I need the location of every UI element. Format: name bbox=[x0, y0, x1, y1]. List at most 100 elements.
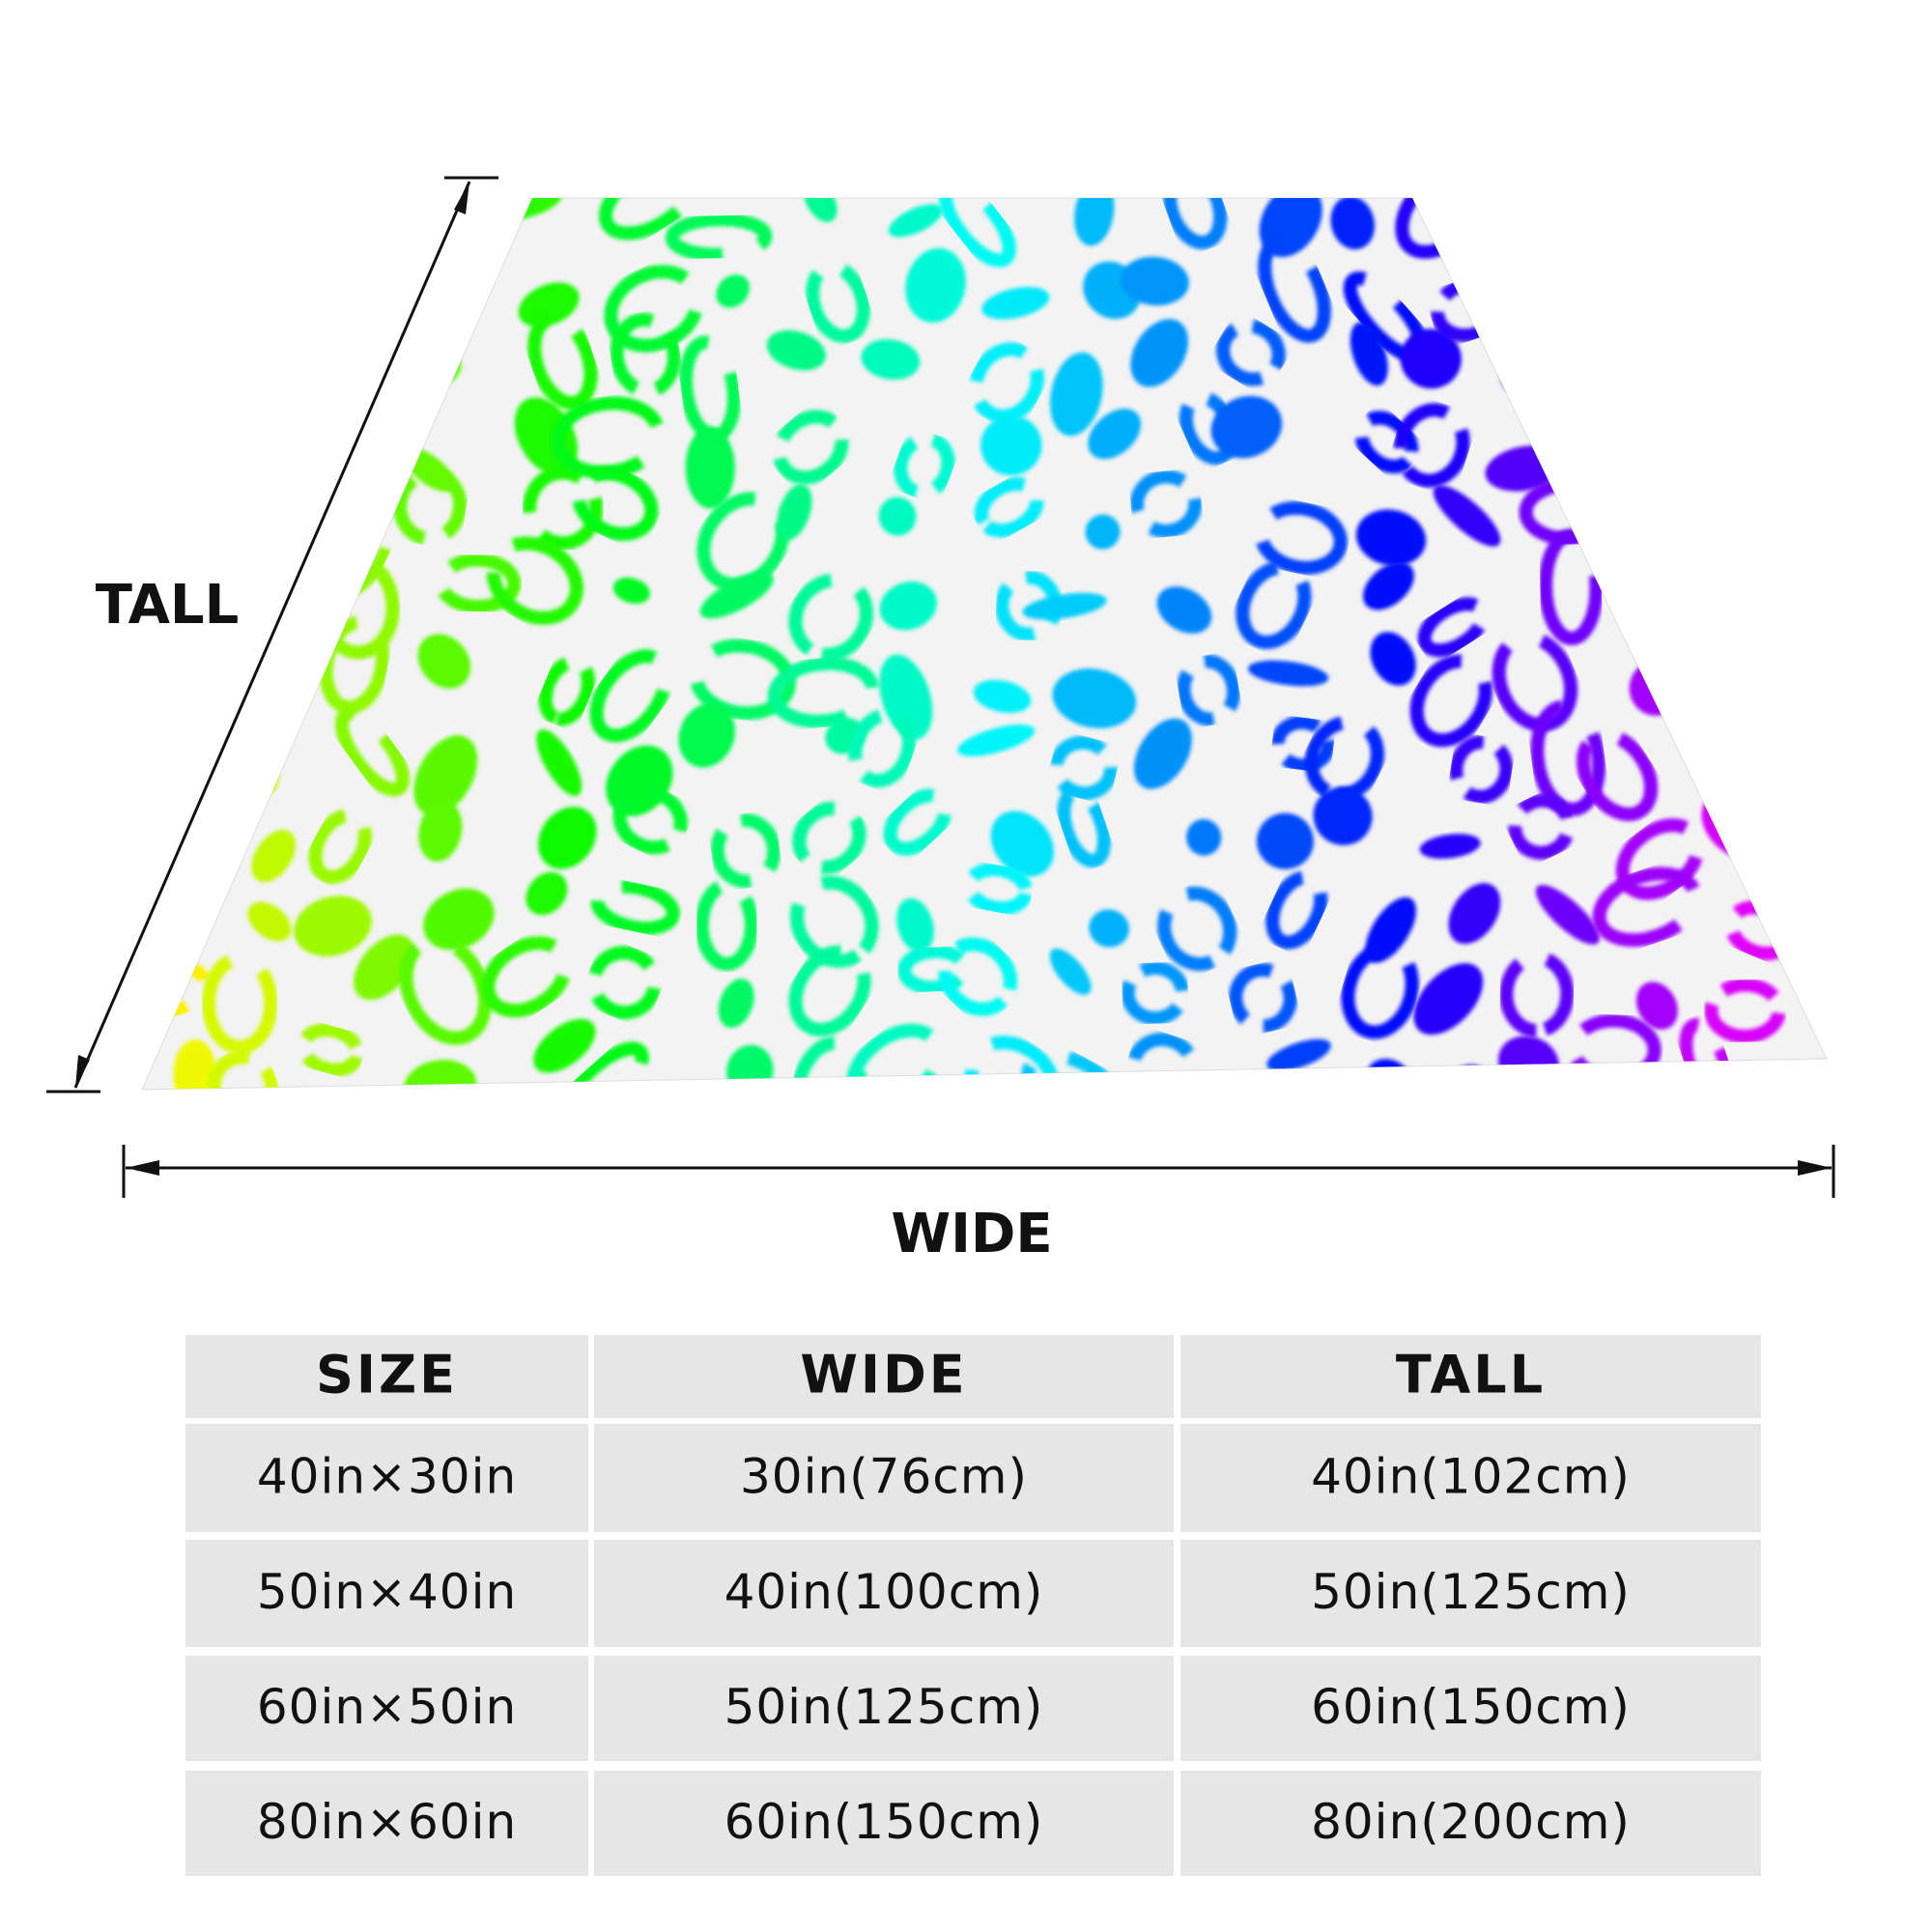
spot bbox=[1121, 256, 1189, 306]
spot bbox=[142, 202, 180, 273]
spot bbox=[938, 937, 1017, 1016]
spot bbox=[173, 1038, 217, 1090]
spot bbox=[1508, 793, 1576, 860]
spot bbox=[1745, 333, 1827, 433]
table-cell bbox=[1180, 1424, 1761, 1532]
table-cell bbox=[594, 1771, 1174, 1876]
cell-text: 40in×30in bbox=[257, 1449, 517, 1505]
spot bbox=[777, 484, 812, 541]
header-text: TALL bbox=[1396, 1345, 1546, 1406]
spot bbox=[247, 901, 292, 942]
spot bbox=[1049, 735, 1119, 801]
spot bbox=[974, 476, 1044, 538]
spot bbox=[1597, 317, 1687, 384]
spot bbox=[536, 729, 582, 797]
spot bbox=[1798, 889, 1827, 928]
spot bbox=[788, 573, 873, 662]
spot bbox=[1266, 1038, 1331, 1071]
spot bbox=[1539, 528, 1604, 645]
spot bbox=[1530, 699, 1605, 816]
table-cell bbox=[185, 1424, 588, 1532]
spot bbox=[678, 702, 735, 768]
spot bbox=[1449, 735, 1514, 804]
spot bbox=[612, 784, 688, 855]
spot bbox=[244, 407, 302, 457]
spot bbox=[1577, 728, 1659, 821]
spot bbox=[716, 274, 750, 308]
spot bbox=[1769, 1061, 1827, 1090]
arrow-head bbox=[75, 1055, 90, 1088]
spot bbox=[1409, 654, 1492, 748]
spot bbox=[1448, 1065, 1492, 1090]
spot bbox=[598, 198, 702, 241]
spot bbox=[590, 879, 680, 935]
spot bbox=[883, 788, 952, 856]
spot bbox=[1258, 235, 1331, 343]
spot bbox=[572, 467, 659, 541]
spot bbox=[710, 812, 781, 889]
spot bbox=[1330, 198, 1376, 250]
spot bbox=[1804, 534, 1827, 628]
spot bbox=[1448, 883, 1501, 945]
spot bbox=[417, 634, 470, 689]
spot bbox=[1783, 789, 1827, 863]
spot bbox=[393, 467, 468, 546]
header-text: SIZE bbox=[316, 1345, 458, 1406]
spot bbox=[176, 788, 219, 840]
spot bbox=[1417, 597, 1490, 658]
spot bbox=[980, 415, 1042, 476]
spot bbox=[1216, 319, 1286, 386]
spot bbox=[1355, 509, 1427, 566]
tall-label: TALL bbox=[96, 574, 240, 637]
spot bbox=[1156, 586, 1212, 634]
spot bbox=[413, 735, 478, 816]
spot bbox=[142, 636, 203, 707]
spot bbox=[297, 1022, 364, 1077]
spot bbox=[1393, 403, 1470, 488]
spot bbox=[164, 511, 233, 560]
spot bbox=[486, 536, 583, 625]
spot bbox=[1492, 630, 1578, 732]
tall-arrow bbox=[46, 176, 498, 1094]
spot bbox=[1419, 834, 1481, 859]
spot bbox=[1791, 405, 1827, 483]
spot bbox=[327, 198, 432, 286]
spot bbox=[201, 952, 278, 1055]
spot bbox=[142, 855, 208, 938]
spot bbox=[308, 809, 372, 885]
spot bbox=[848, 708, 917, 788]
spot bbox=[766, 329, 826, 371]
spot bbox=[1363, 561, 1414, 611]
spot bbox=[1705, 242, 1770, 324]
spot bbox=[589, 649, 672, 743]
table-cell bbox=[1180, 1540, 1761, 1647]
spot bbox=[418, 800, 463, 862]
spot bbox=[1162, 198, 1228, 250]
spot bbox=[1229, 962, 1297, 1034]
spot bbox=[481, 936, 572, 1018]
spot bbox=[435, 553, 522, 614]
cell-text: 30in(76cm) bbox=[740, 1449, 1028, 1505]
spot bbox=[1777, 198, 1827, 231]
spot bbox=[1819, 931, 1888, 1011]
spot bbox=[1585, 198, 1658, 280]
spot bbox=[1535, 885, 1601, 945]
spot bbox=[294, 895, 372, 956]
spot bbox=[1792, 262, 1827, 348]
spot bbox=[718, 979, 754, 1028]
spot bbox=[1350, 322, 1388, 386]
spot bbox=[1632, 579, 1691, 666]
spot bbox=[518, 282, 580, 327]
spot bbox=[1254, 500, 1348, 575]
spot bbox=[1602, 401, 1669, 469]
spot bbox=[1130, 319, 1189, 387]
spot bbox=[1719, 436, 1765, 496]
spot bbox=[957, 724, 1036, 756]
spot bbox=[1270, 715, 1336, 773]
spot bbox=[1121, 960, 1190, 1026]
spot bbox=[142, 272, 192, 341]
table-cell bbox=[185, 1771, 588, 1876]
spot bbox=[772, 410, 849, 485]
spot bbox=[1433, 485, 1501, 547]
